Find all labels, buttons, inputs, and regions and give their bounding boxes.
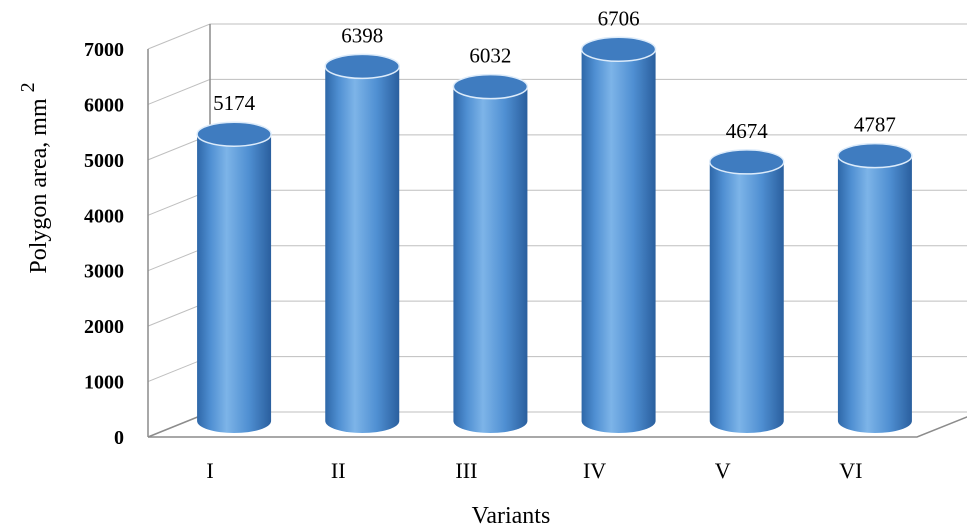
data-label: 5174 — [213, 91, 256, 115]
y-tick-label: 7000 — [84, 39, 124, 61]
y-axis-title-text: Polygon area, mm — [26, 98, 52, 274]
bar-top — [580, 36, 657, 63]
data-label: 6032 — [469, 44, 511, 68]
bars — [196, 36, 913, 434]
bar-top — [196, 121, 272, 147]
x-axis-title: Variants — [472, 503, 551, 529]
bar — [324, 53, 400, 434]
bar — [837, 142, 913, 434]
gridline — [147, 78, 967, 105]
x-tick-label: V — [715, 458, 731, 483]
y-axis-title-group: Polygon area, mm 2 — [17, 82, 52, 273]
bar-body — [837, 155, 912, 434]
bar-body — [197, 134, 272, 433]
x-tick-label: I — [206, 458, 213, 483]
bar-top — [324, 53, 400, 80]
x-tick-label: VI — [839, 458, 862, 483]
x-tick-label: III — [455, 458, 477, 483]
data-label: 6706 — [598, 6, 640, 30]
y-tick-label: 3000 — [84, 261, 124, 283]
data-label: 6398 — [341, 23, 383, 47]
bar-body — [325, 66, 400, 434]
bar-body — [581, 49, 656, 433]
x-tick-label: IV — [583, 458, 606, 483]
y-tick-label: 4000 — [84, 205, 124, 227]
bar — [196, 121, 272, 433]
y-tick-label: 2000 — [84, 316, 124, 338]
y-tick-label: 0 — [114, 427, 124, 449]
data-labels: 5174 6398 6032 6706 4674 4787 — [213, 6, 896, 143]
data-label: 4787 — [854, 113, 896, 137]
x-axis-categories: I II III IV V VI — [206, 458, 862, 483]
x-tick-label: II — [331, 458, 346, 483]
bar-top — [709, 149, 785, 175]
gridline — [147, 23, 967, 50]
bar-body — [709, 161, 784, 434]
floor-front-edge — [148, 416, 967, 438]
y-axis-title: Polygon area, mm 2 — [17, 82, 52, 273]
bar — [580, 36, 657, 433]
bar — [709, 149, 785, 434]
bar-top — [452, 73, 529, 100]
data-label: 4674 — [726, 119, 769, 143]
y-tick-label: 6000 — [84, 94, 124, 116]
y-tick-label: 1000 — [84, 372, 124, 394]
y-axis-ticks: 0 1000 2000 3000 4000 5000 6000 7000 — [84, 39, 124, 449]
y-axis-title-superscript: 2 — [17, 82, 39, 92]
y-tick-label: 5000 — [84, 150, 124, 172]
bar-body — [453, 86, 528, 434]
bar — [452, 73, 529, 434]
bar-top — [837, 142, 913, 169]
